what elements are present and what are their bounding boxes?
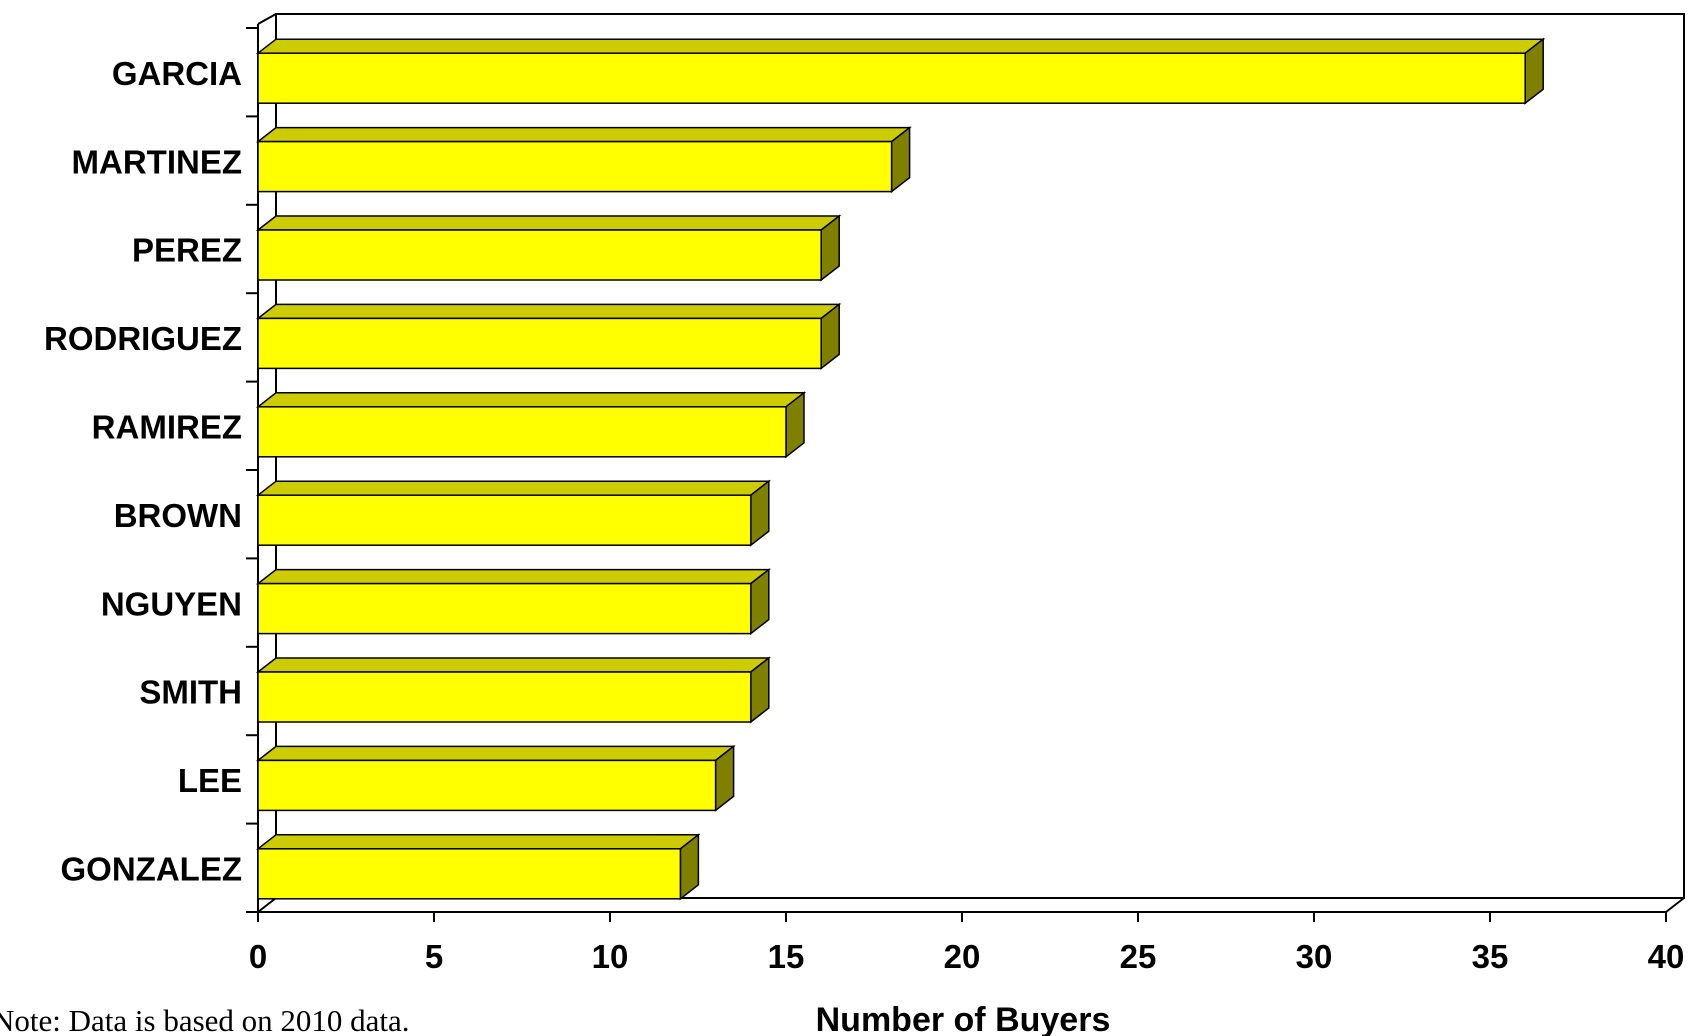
- bar-front-face: [257, 582, 752, 635]
- floor-right-edge: [1665, 897, 1685, 913]
- bars: [255, 37, 1546, 901]
- category-label-brown: BROWN: [114, 497, 242, 534]
- category-label-smith: SMITH: [139, 674, 242, 711]
- x-tick-label: 35: [1472, 938, 1509, 975]
- category-label-martinez: MARTINEZ: [72, 143, 242, 180]
- bar-front-face: [257, 317, 822, 370]
- category-label-gonzalez: GONZALEZ: [61, 851, 242, 888]
- bar-gonzalez: [255, 833, 701, 901]
- bar-perez: [255, 214, 842, 282]
- note-annotation: Note: Data is based on 2010 data.: [0, 1003, 410, 1036]
- bar-brown: [255, 479, 771, 547]
- category-label-perez: PEREZ: [132, 232, 242, 269]
- bar-front-face: [257, 229, 822, 281]
- left-wall-top-edge: [257, 13, 277, 25]
- category-label-nguyen: NGUYEN: [101, 585, 242, 622]
- bar-top-face: [255, 834, 701, 850]
- bar-top-face: [255, 657, 771, 673]
- bar-ramirez: [255, 391, 807, 459]
- bar-front-face: [257, 848, 682, 900]
- category-label-ramirez: RAMIREZ: [92, 409, 242, 446]
- x-tick-label: 0: [249, 938, 267, 975]
- bar-top-face: [255, 392, 807, 408]
- bar-front-face: [257, 759, 717, 812]
- bar-top-face: [255, 215, 842, 231]
- x-tick-label: 30: [1296, 938, 1333, 975]
- x-tick-label: 15: [768, 938, 805, 975]
- bar-rodriguez: [255, 302, 842, 370]
- bar-garcia: [255, 37, 1546, 105]
- bar-nguyen: [255, 568, 771, 636]
- category-label-garcia: GARCIA: [112, 55, 242, 92]
- bar-martinez: [255, 126, 912, 194]
- bar-top-face: [255, 745, 736, 762]
- x-axis-title: Number of Buyers: [816, 1001, 1111, 1036]
- bar-front-face: [257, 52, 1526, 104]
- bar-top-face: [255, 303, 842, 320]
- bar-top-face: [255, 38, 1546, 54]
- x-tick-labels: 0 5 10 15 20 25 30 35 40: [249, 938, 1685, 975]
- bar-front-face: [257, 140, 893, 193]
- bar-lee: [255, 744, 736, 812]
- bar-front-face: [257, 406, 787, 458]
- bar-top-face: [255, 568, 771, 585]
- category-label-lee: LEE: [178, 762, 242, 799]
- x-tick-label: 10: [592, 938, 629, 975]
- bar-top-face: [255, 126, 912, 143]
- x-tick-label: 40: [1648, 938, 1685, 975]
- x-tick-label: 5: [425, 938, 443, 975]
- x-tick-label: 25: [1120, 938, 1157, 975]
- bar-front-face: [257, 671, 752, 723]
- bar-front-face: [257, 494, 752, 546]
- category-label-rodriguez: RODRIGUEZ: [44, 320, 242, 357]
- category-labels: GARCIA MARTINEZ PEREZ RODRIGUEZ RAMIREZ BROWN…: [44, 55, 242, 888]
- bar-smith: [255, 656, 771, 724]
- x-tick-label: 20: [944, 938, 981, 975]
- bar-top-face: [255, 480, 771, 496]
